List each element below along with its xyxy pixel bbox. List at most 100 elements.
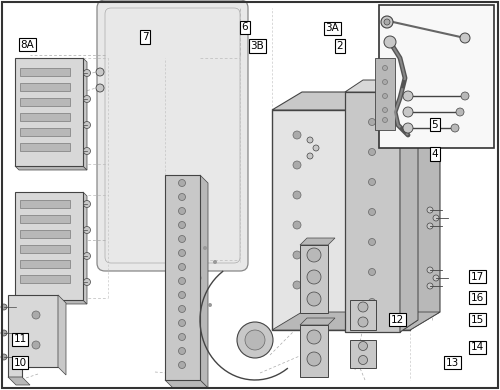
Circle shape	[427, 283, 433, 289]
Circle shape	[178, 319, 186, 326]
Text: 5: 5	[432, 120, 438, 130]
Bar	[20, 275, 70, 283]
FancyBboxPatch shape	[97, 0, 248, 271]
Circle shape	[293, 281, 301, 289]
Circle shape	[368, 119, 376, 126]
Circle shape	[237, 322, 273, 358]
Polygon shape	[345, 80, 418, 92]
Circle shape	[84, 252, 90, 259]
Circle shape	[403, 123, 413, 133]
Circle shape	[358, 342, 368, 351]
Text: 3A: 3A	[326, 23, 340, 33]
Bar	[20, 68, 70, 76]
Circle shape	[461, 92, 469, 100]
Circle shape	[178, 305, 186, 312]
Text: 11: 11	[14, 334, 26, 344]
Circle shape	[188, 288, 192, 292]
Circle shape	[193, 213, 197, 217]
Circle shape	[1, 354, 7, 360]
Circle shape	[32, 341, 40, 349]
Circle shape	[384, 19, 390, 25]
Bar	[20, 200, 70, 208]
Circle shape	[293, 131, 301, 139]
Circle shape	[307, 153, 313, 159]
Polygon shape	[165, 380, 208, 388]
Polygon shape	[8, 295, 58, 377]
Circle shape	[307, 270, 321, 284]
Circle shape	[381, 131, 389, 139]
Text: 4: 4	[432, 149, 438, 159]
Circle shape	[245, 330, 265, 350]
Polygon shape	[400, 80, 418, 332]
Circle shape	[313, 145, 319, 151]
Circle shape	[451, 124, 459, 132]
Circle shape	[178, 264, 186, 271]
Bar	[350, 300, 376, 330]
Circle shape	[1, 304, 7, 310]
Text: 7: 7	[142, 32, 148, 42]
Circle shape	[84, 227, 90, 234]
Circle shape	[84, 147, 90, 154]
Circle shape	[381, 16, 393, 28]
Circle shape	[384, 36, 396, 48]
Circle shape	[188, 193, 192, 197]
Circle shape	[84, 122, 90, 128]
Circle shape	[293, 251, 301, 259]
Bar	[375, 58, 395, 130]
Circle shape	[358, 317, 368, 327]
Bar	[300, 245, 328, 313]
Circle shape	[198, 276, 202, 280]
Circle shape	[178, 362, 186, 369]
Circle shape	[178, 207, 186, 215]
Bar	[20, 260, 70, 268]
Circle shape	[84, 69, 90, 76]
Circle shape	[382, 66, 388, 71]
Circle shape	[84, 200, 90, 207]
Polygon shape	[345, 320, 418, 332]
Circle shape	[403, 91, 413, 101]
Circle shape	[178, 347, 186, 355]
Circle shape	[382, 94, 388, 99]
Circle shape	[381, 161, 389, 169]
Polygon shape	[410, 92, 440, 330]
Circle shape	[32, 311, 40, 319]
Polygon shape	[272, 92, 440, 110]
Circle shape	[84, 278, 90, 285]
Bar	[20, 83, 70, 91]
Circle shape	[358, 356, 368, 365]
Bar	[15, 192, 83, 300]
Bar	[20, 128, 70, 136]
Polygon shape	[15, 166, 87, 170]
Circle shape	[382, 108, 388, 112]
Text: 6: 6	[242, 22, 248, 32]
Circle shape	[178, 333, 186, 340]
Bar	[15, 58, 83, 166]
Circle shape	[427, 223, 433, 229]
Polygon shape	[58, 295, 66, 375]
Bar	[20, 143, 70, 151]
Bar	[345, 92, 400, 332]
Text: 16: 16	[471, 292, 484, 303]
Circle shape	[178, 193, 186, 200]
Polygon shape	[272, 312, 440, 330]
Bar	[20, 215, 70, 223]
Bar	[350, 340, 376, 368]
Circle shape	[381, 281, 389, 289]
Polygon shape	[15, 300, 87, 304]
Circle shape	[368, 298, 376, 305]
Circle shape	[307, 330, 321, 344]
Polygon shape	[83, 58, 87, 170]
Circle shape	[368, 149, 376, 156]
Polygon shape	[200, 175, 208, 388]
Text: 13: 13	[446, 358, 459, 368]
Text: 10: 10	[14, 358, 26, 368]
Circle shape	[178, 250, 186, 257]
Circle shape	[307, 248, 321, 262]
Bar	[300, 325, 328, 377]
Bar	[272, 110, 410, 330]
Text: 15: 15	[471, 315, 484, 325]
Bar	[20, 113, 70, 121]
Circle shape	[460, 33, 470, 43]
Circle shape	[203, 246, 207, 250]
Circle shape	[1, 330, 7, 336]
